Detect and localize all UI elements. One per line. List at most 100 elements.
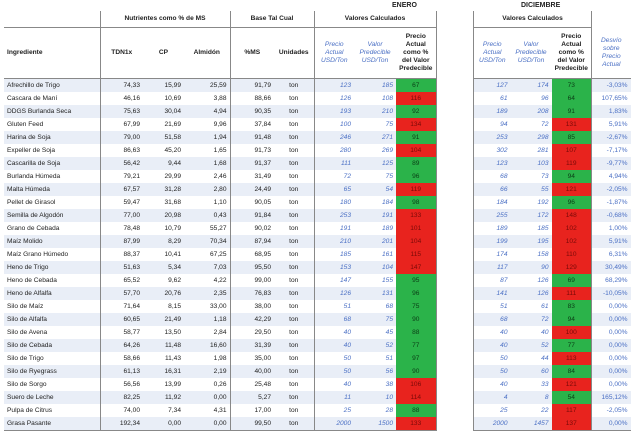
valor-predecible: 38 <box>385 381 394 388</box>
valor-predecible: 161 <box>382 251 394 258</box>
precio-actual-dic: 117 <box>473 261 511 274</box>
valor-predecible-dic: 8 <box>510 391 552 404</box>
desvio-value: -7,17% <box>606 147 628 154</box>
cp-value: 13,99 <box>164 381 181 388</box>
valor-predecible: 56 <box>354 365 397 378</box>
col-valor: Valor Predecible USD/Ton <box>354 27 397 79</box>
table-row: Cascara de Maní 46,16 10,69 3,88 88,66 ton 126… <box>4 92 437 105</box>
precio-actual: 72 <box>343 173 352 180</box>
precio-actual-dic: 184 <box>473 196 511 209</box>
precio-pct-cell-dic: 110 <box>551 248 593 261</box>
unidades-value: ton <box>274 313 315 326</box>
valor-predecible: 68 <box>385 303 394 310</box>
table-row: Silo de Ryegrass 61,13 16,31 2,19 40,00 ton 50… <box>4 365 437 378</box>
valor-predecible-dic: 174 <box>510 78 552 92</box>
valor-predecible: 104 <box>354 261 397 274</box>
ms-value: 37,84 <box>254 121 271 128</box>
table-row: Silo de Alfalfa 60,65 21,49 1,18 42,29 ton 68 7… <box>4 313 437 326</box>
valor-predecible: 131 <box>354 287 397 300</box>
precio-actual: 147 <box>340 277 352 284</box>
precio-actual: 123 <box>314 78 355 92</box>
table-row: 184 192 96 -1,87% <box>473 196 631 209</box>
precio-actual: 11 <box>314 391 355 404</box>
precio-pct-cell: 106 <box>396 378 437 391</box>
desvio-value: 5,91% <box>591 235 631 248</box>
ingredient-name: Heno de Cebada <box>7 277 57 284</box>
table-row: Grano de Cebada 78,48 10,79 55,27 90,02 ton 19… <box>4 222 437 235</box>
tdn-value: 56,42 <box>99 157 143 170</box>
cp-value: 21,69 <box>164 121 181 128</box>
table-row: Silo de Cebada 64,26 11,48 16,60 31,39 ton 40 5… <box>4 339 437 352</box>
precio-actual: 280 <box>340 147 352 154</box>
precio-actual: 40 <box>343 381 352 388</box>
valor-predecible-dic: 185 <box>537 225 549 232</box>
desvio-value: -0,68% <box>591 209 631 222</box>
precio-actual-dic: 199 <box>473 235 511 248</box>
table-row: 66 55 121 -2,05% <box>473 183 631 196</box>
almidon-value: 9,96 <box>184 118 231 131</box>
ingredient-name: Harina de Soja <box>4 131 100 144</box>
unidades-value: ton <box>274 157 315 170</box>
almidon-value: 3,88 <box>184 92 231 105</box>
precio-pct-cell: 104 <box>396 235 437 248</box>
valor-predecible: 45 <box>385 329 394 336</box>
tdn-value: 88,37 <box>99 248 143 261</box>
cp-value: 10,69 <box>164 95 181 102</box>
ms-value: 99,00 <box>254 277 271 284</box>
valor-predecible: 269 <box>382 147 394 154</box>
ms-value: 31,39 <box>230 339 274 352</box>
tdn-value: 74,33 <box>99 78 143 92</box>
desvio-value: -1,87% <box>606 199 628 206</box>
ms-value: 42,29 <box>230 313 274 326</box>
col-precio-dic: Precio Actual USD/Ton <box>473 27 511 79</box>
unidades-value: ton <box>274 170 315 183</box>
precio-actual: 51 <box>343 303 352 310</box>
tdn-value: 64,26 <box>99 339 143 352</box>
col-desvio: Desvío sobre Precio Actual <box>591 27 631 79</box>
precio-actual: 191 <box>340 225 352 232</box>
table-row: 40 40 100 0,00% <box>473 326 631 339</box>
table-row: Burlanda Húmeda 79,21 29,99 2,46 31,49 ton 72 7… <box>4 170 437 183</box>
valor-predecible: 125 <box>354 157 397 170</box>
valor-predecible-dic: 61 <box>541 303 549 310</box>
precio-actual: 68 <box>314 313 355 326</box>
table-row: 127 174 73 -3,03% <box>473 78 631 92</box>
tdn-value: 59,47 <box>99 196 143 209</box>
valor-predecible-dic: 40 <box>541 329 549 336</box>
almidon-value: 0,00 <box>184 391 231 404</box>
precio-pct-cell: 115 <box>396 248 437 261</box>
precio-pct-cell-dic: 148 <box>551 209 593 222</box>
valor-predecible: 28 <box>385 407 394 414</box>
precio-actual: 180 <box>340 199 352 206</box>
col-precio: Precio Actual USD/Ton <box>314 27 355 79</box>
table-row: 2000 1457 137 0,00% <box>473 417 631 431</box>
precio-pct-cell-dic: 119 <box>551 157 593 170</box>
almidon-value: 2,84 <box>184 326 231 339</box>
precio-pct-cell: 119 <box>396 183 437 196</box>
valor-predecible: 1500 <box>354 417 397 431</box>
precio-actual-dic: 40 <box>473 378 511 391</box>
precio-actual-dic: 25 <box>473 404 511 417</box>
col-valor-dic: Valor Predecible USD/Ton <box>510 27 552 79</box>
precio-pct-cell-dic: 107 <box>551 144 593 157</box>
tdn-value: 58,77 <box>99 326 143 339</box>
unidades-value: ton <box>274 144 315 157</box>
table-row: Afrechillo de Trigo 74,33 15,99 25,59 91,79 t… <box>4 78 437 92</box>
valor-predecible-dic: 73 <box>541 173 549 180</box>
group-valores: Valores Calculados <box>313 11 437 28</box>
valor-predecible: 108 <box>382 95 394 102</box>
unidades-value: ton <box>274 196 315 209</box>
group-valores-dic: Valores Calculados <box>472 11 593 28</box>
almidon-value: 2,19 <box>184 365 231 378</box>
almidon-value: 33,00 <box>184 300 231 313</box>
desvio-value: -2,67% <box>591 131 631 144</box>
precio-actual-dic: 87 <box>473 274 511 287</box>
cp-value: 11,92 <box>143 391 184 404</box>
precio-actual: 65 <box>314 183 355 196</box>
valor-predecible: 54 <box>354 183 397 196</box>
valor-predecible: 191 <box>354 209 397 222</box>
precio-pct-cell-dic: 69 <box>551 274 593 287</box>
precio-actual-dic: 189 <box>473 105 511 118</box>
table-row: Maíz Grano Húmedo 88,37 10,41 67,25 68,95 ton… <box>4 248 437 261</box>
valor-predecible-dic: 55 <box>510 183 552 196</box>
